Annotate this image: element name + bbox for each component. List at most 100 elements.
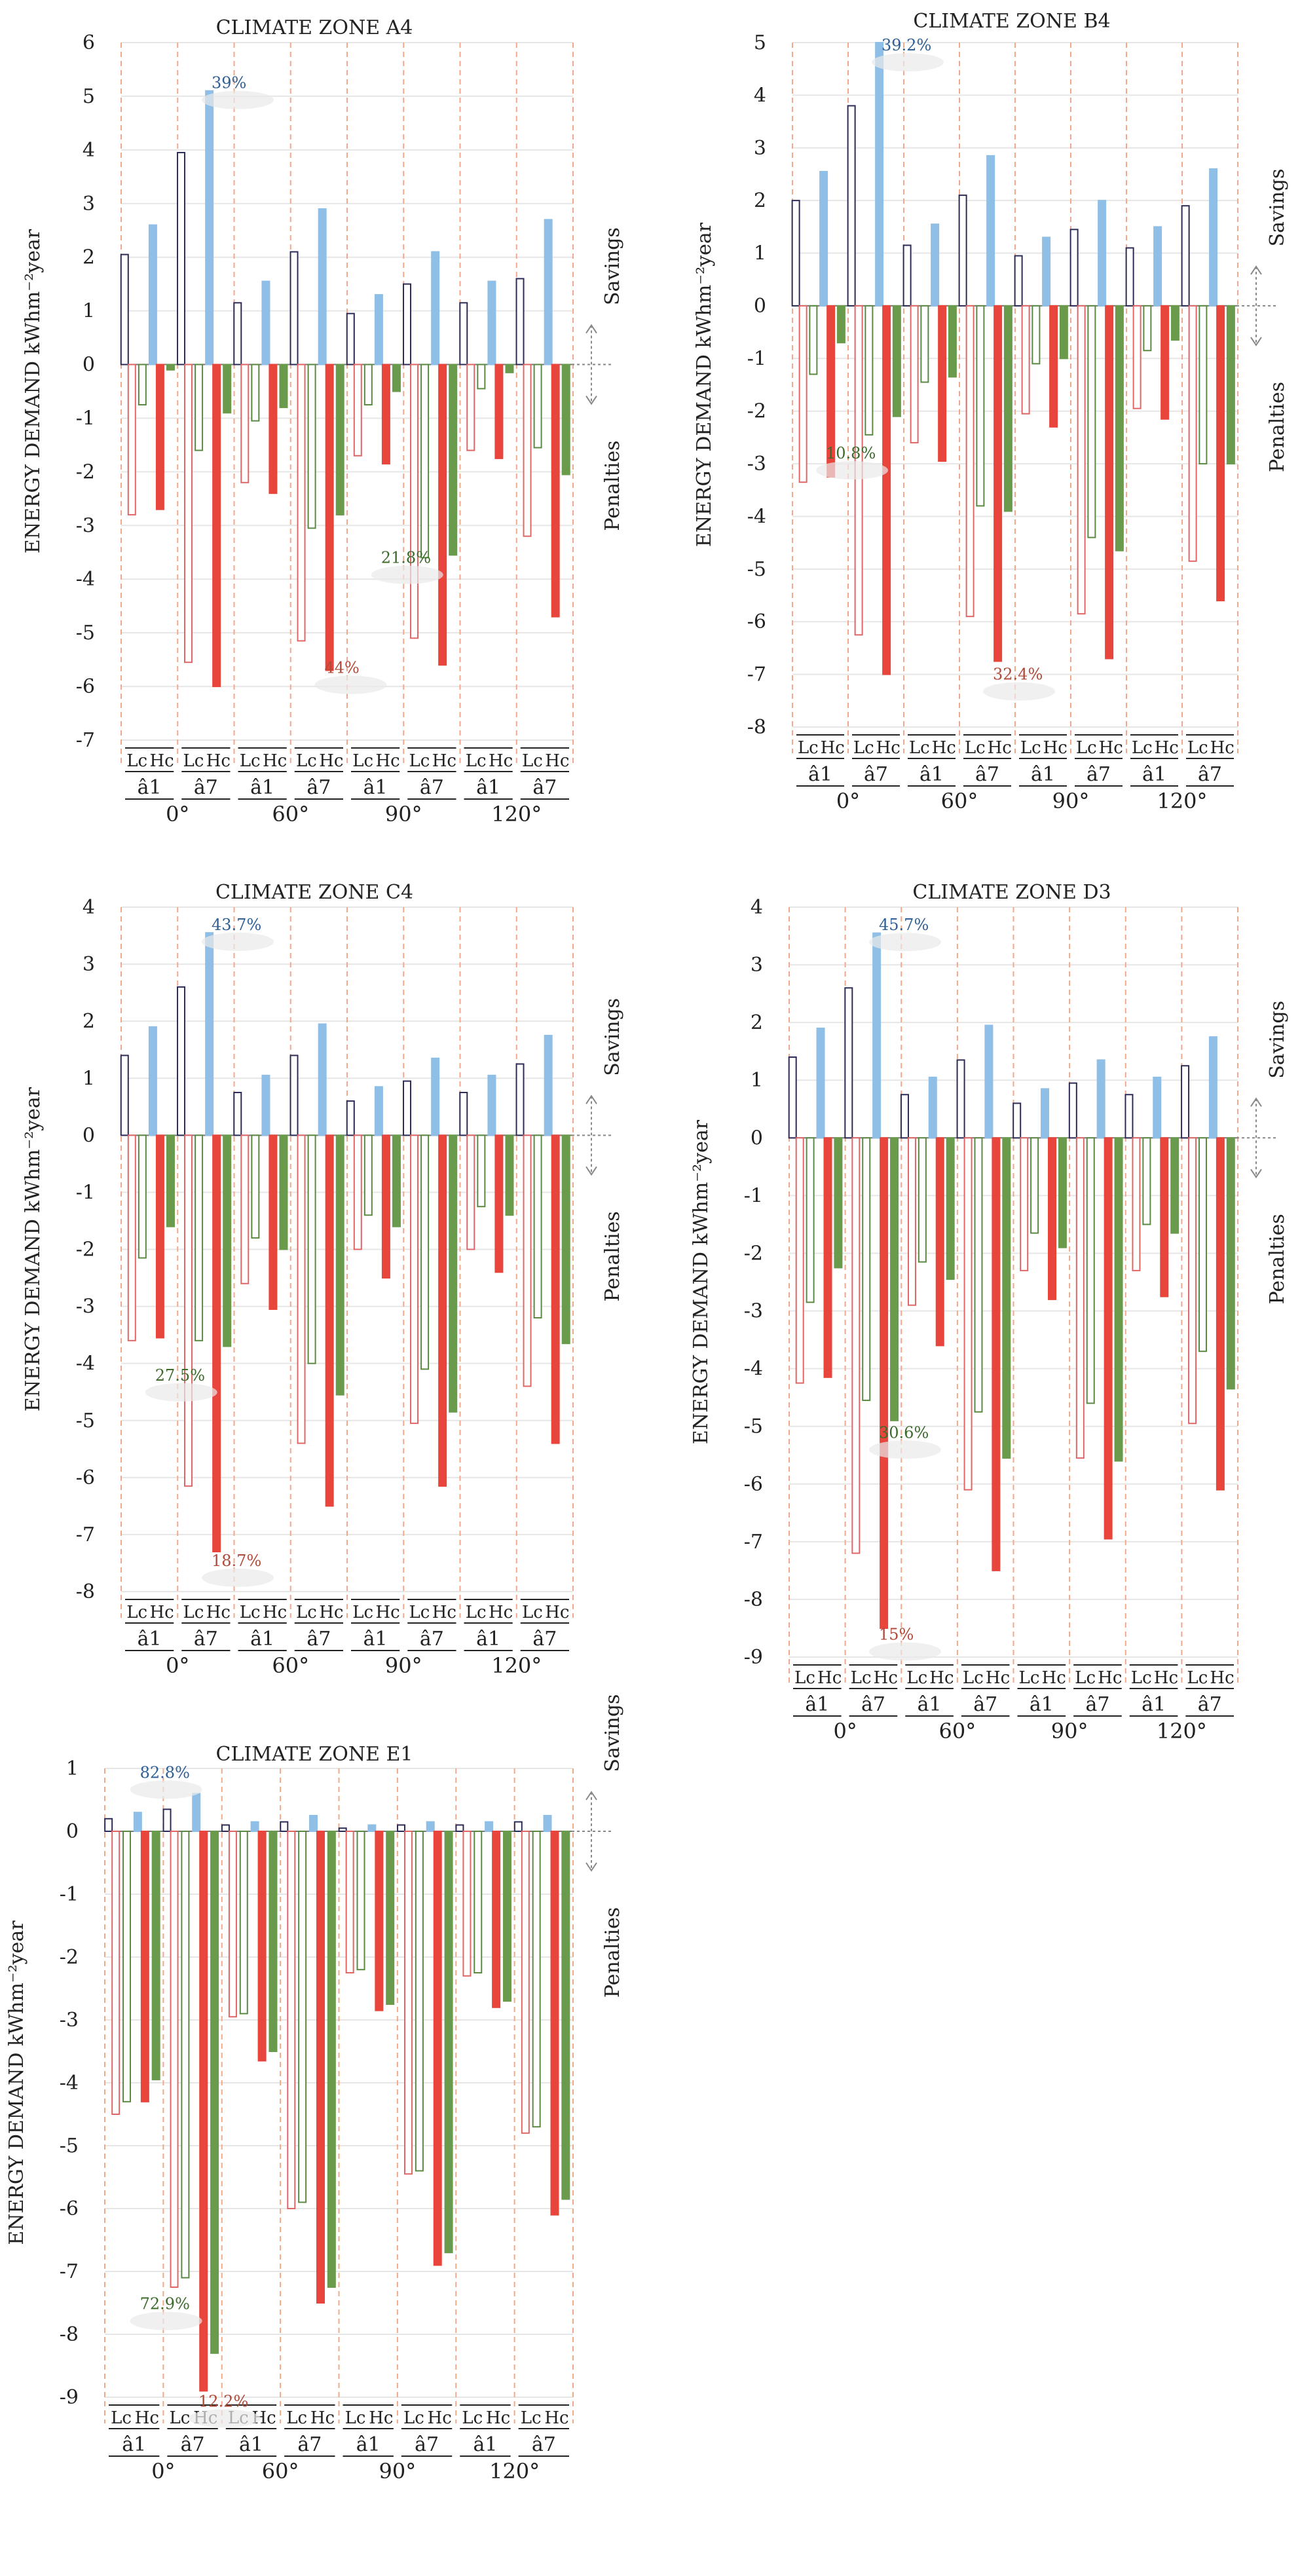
bar-savings-7 — [133, 1812, 142, 1832]
x-tick-pair: Lc — [1019, 1668, 1040, 1688]
bar-savings-7 — [487, 280, 496, 365]
y-tick-label: -6 — [76, 675, 95, 698]
bar-savings-1 — [289, 251, 299, 365]
savings-label: Savings — [601, 227, 624, 305]
annotation-shadow — [872, 53, 944, 72]
x-tick-sub: â7 — [532, 1628, 557, 1651]
x-tick-sub: â7 — [864, 763, 888, 786]
arrow-down-icon — [585, 1862, 597, 1872]
y-tick-label: -1 — [744, 1184, 763, 1207]
bar-penalty-7-green — [892, 305, 901, 417]
x-tick-sub: â7 — [297, 2433, 322, 2456]
x-tick-pair: Lc — [352, 1603, 373, 1622]
x-tick-pair: Hc — [263, 1603, 287, 1622]
y-tick-label: -3 — [744, 1300, 763, 1323]
bar-penalty-1 — [1188, 1137, 1197, 1425]
bar-savings-7 — [148, 1026, 157, 1136]
x-tick-sub: â1 — [919, 763, 944, 786]
bar-penalty-1-green — [1198, 305, 1208, 465]
x-tick-sub: â1 — [250, 776, 274, 799]
bar-penalty-1 — [963, 1137, 973, 1491]
bar-penalty-1-green — [976, 305, 985, 507]
bar-penalty-1-green — [1142, 1137, 1151, 1225]
x-tick-sub: â1 — [250, 1628, 274, 1651]
bar-penalty-7 — [551, 1134, 560, 1444]
bar-penalty-7 — [199, 1831, 208, 2392]
bar-savings-1 — [902, 244, 912, 307]
bar-savings-1 — [791, 200, 800, 307]
x-tick-pair: Lc — [466, 1603, 487, 1622]
bar-savings-7 — [1153, 226, 1162, 307]
bar-penalty-1-green — [415, 1831, 424, 2172]
bar-penalty-7 — [935, 1137, 944, 1347]
y-tick-label: -1 — [747, 347, 766, 370]
x-tick-pair: Lc — [169, 2408, 190, 2428]
bar-penalty-1-green — [251, 1134, 260, 1239]
bar-penalty-7 — [882, 305, 891, 675]
bar-penalty-1 — [111, 1831, 121, 2115]
bar-penalty-7 — [212, 364, 221, 688]
x-tick-angle: 90° — [1052, 789, 1090, 813]
penalties-label: Penalties — [601, 1211, 624, 1301]
bar-penalty-7 — [257, 1831, 267, 2062]
x-tick-pair: Hc — [206, 1603, 231, 1622]
x-tick-angle: 60° — [272, 1653, 309, 1678]
bar-savings-7 — [374, 1086, 383, 1136]
arrow-up-icon — [585, 1791, 597, 1801]
annotation-percent: 12.2% — [198, 2392, 248, 2410]
x-tick-sub: â7 — [181, 2433, 205, 2456]
y-tick-label: -6 — [76, 1466, 95, 1489]
bar-penalty-7 — [325, 364, 334, 671]
bar-savings-7 — [192, 1793, 201, 1832]
x-tick-pair: Hc — [876, 738, 901, 758]
bar-penalty-7 — [1216, 305, 1225, 602]
y-tick-label: -5 — [76, 1409, 95, 1432]
bar-penalty-7-green — [269, 1831, 278, 2052]
bar-savings-7 — [1096, 1059, 1105, 1139]
bar-penalty-1-green — [307, 1134, 316, 1364]
bar-penalty-1-green — [918, 1137, 927, 1263]
bar-savings-7 — [928, 1076, 937, 1139]
annotation-percent: 44% — [325, 659, 360, 677]
x-tick-pair: Lc — [851, 1668, 872, 1688]
x-tick-angle: 90° — [385, 1653, 422, 1678]
y-tick-label: -2 — [60, 1946, 79, 1969]
y-tick-label: -2 — [744, 1242, 763, 1265]
bar-savings-1 — [221, 1824, 230, 1832]
chart-panel-2: CLIMATE ZONE B4 ENERGY DEMAND kWhm⁻²year 5… — [693, 10, 1289, 813]
y-tick-label: -8 — [60, 2323, 79, 2346]
bar-penalty-7-green — [505, 364, 514, 373]
bar-penalty-7-green — [279, 1134, 288, 1250]
bar-savings-7 — [426, 1821, 435, 1833]
penalties-label: Penalties — [1266, 1214, 1289, 1304]
bar-savings-7 — [816, 1027, 825, 1139]
x-tick-pair: Hc — [1042, 1668, 1066, 1688]
bar-penalty-1 — [910, 305, 919, 443]
bar-penalty-1 — [170, 1831, 179, 2288]
bar-penalty-7-green — [505, 1134, 514, 1216]
y-tick-label: -5 — [744, 1415, 763, 1438]
bar-savings-7 — [543, 1815, 552, 1832]
bar-savings-7 — [205, 90, 214, 365]
x-tick-angle: 60° — [272, 802, 309, 827]
bar-penalty-1 — [184, 364, 193, 663]
arrow-down-icon — [1250, 1168, 1262, 1179]
x-tick-pair: Lc — [1132, 738, 1153, 758]
bar-penalty-1-green — [356, 1831, 365, 1971]
bar-savings-7 — [1208, 1036, 1217, 1139]
bar-savings-1 — [177, 151, 186, 365]
bar-penalty-1 — [965, 305, 975, 618]
bar-penalty-1-green — [474, 1831, 483, 1973]
bar-savings-7 — [205, 932, 214, 1136]
y-tick-label: -6 — [747, 610, 766, 633]
x-tick-pair: Hc — [319, 751, 343, 771]
bar-savings-7 — [544, 219, 553, 365]
bar-savings-7 — [1042, 236, 1051, 307]
bar-penalty-1-green — [181, 1831, 190, 2279]
annotation-shadow — [983, 682, 1055, 701]
bar-savings-7 — [984, 1024, 994, 1139]
x-tick-angle: 120° — [489, 2459, 540, 2484]
x-tick-sub: â7 — [420, 1628, 444, 1651]
x-tick-pair: Hc — [486, 2408, 510, 2428]
x-tick-pair: Hc — [932, 738, 956, 758]
